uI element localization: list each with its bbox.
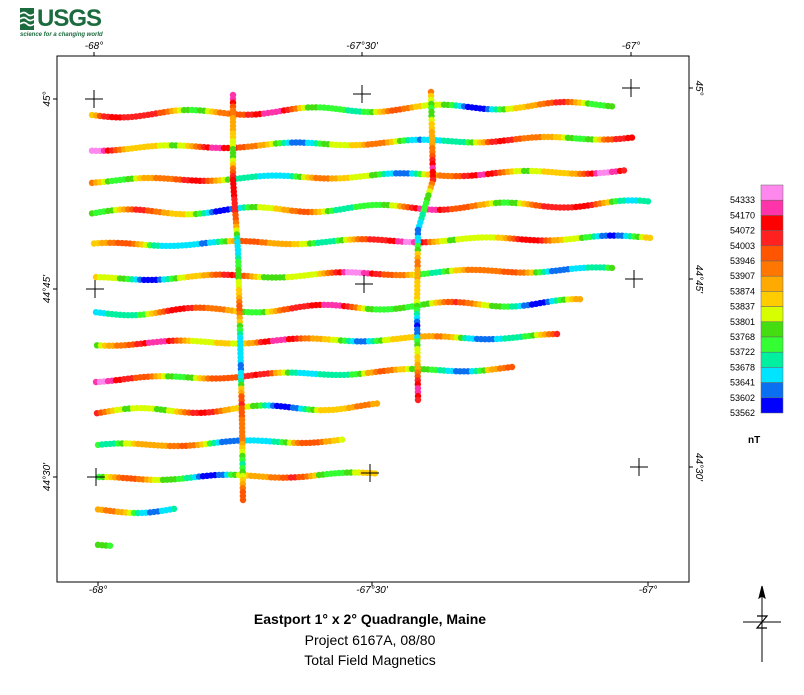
graticule-crosses (85, 79, 648, 486)
flight-line-point (620, 167, 628, 174)
usgs-tagline: science for a changing world (20, 32, 103, 38)
map-frame (56, 55, 690, 583)
legend-swatch (760, 260, 784, 277)
flight-line-point (608, 264, 616, 272)
flight-line-point (576, 296, 584, 303)
lon-label-bottom-6730: -67°30' (356, 585, 389, 596)
flight-line-point (644, 198, 652, 205)
legend-value: 53768 (730, 332, 755, 342)
legend-swatch (760, 184, 784, 201)
lat-label-right-4445: 44°45' (693, 265, 704, 294)
legend-swatch (760, 199, 784, 216)
map-subtitle-project: Project 6167A, 08/80 (304, 632, 436, 648)
legend-swatch (760, 291, 784, 307)
graticule-cross (625, 270, 643, 288)
graticule-cross (353, 85, 371, 103)
lat-label-right-45: 45° (693, 80, 704, 95)
lat-label-right-4430: 44°30' (693, 453, 704, 482)
legend-value: 53722 (730, 347, 755, 357)
lon-label-top-6730: -67°30' (346, 41, 379, 52)
legend-swatch (760, 367, 784, 383)
legend-swatch (760, 397, 784, 414)
legend-value: 53874 (730, 286, 755, 296)
legend-value: 53562 (730, 408, 755, 418)
lon-label-top-68: -68° (85, 41, 103, 52)
legend-swatch (760, 351, 784, 368)
legend-value: 54003 (730, 241, 755, 251)
legend-value: 53602 (730, 393, 755, 403)
legend-swatch (760, 230, 784, 247)
frame-ticks (53, 52, 693, 586)
map-titles: Eastport 1° x 2° Quadrangle, Maine Proje… (170, 608, 570, 670)
lat-label-left-45: 45° (42, 91, 53, 106)
lon-label-bottom-67: -67° (639, 585, 657, 596)
flight-line-point (373, 400, 381, 407)
legend-swatch (760, 336, 784, 353)
graticule-cross (87, 468, 105, 486)
legend-value: 53678 (730, 362, 755, 372)
north-arrow-icon (743, 585, 781, 662)
flight-line-point (553, 330, 561, 338)
lon-label-top-67: -67° (622, 41, 640, 52)
flight-line-point (646, 234, 654, 241)
flight-line-point (608, 103, 616, 110)
tie-line-point (239, 496, 247, 504)
legend-swatch (760, 382, 784, 399)
graticule-cross (361, 464, 379, 482)
legend-value: 53907 (730, 271, 755, 281)
graticule-cross (85, 90, 103, 108)
legend-swatch (760, 215, 784, 231)
legend-value: 53946 (730, 256, 755, 266)
legend-value: 53801 (730, 317, 755, 327)
flight-line-point (508, 363, 516, 371)
legend-swatch (760, 306, 784, 323)
usgs-wave-icon (20, 8, 34, 30)
legend-value: 53641 (730, 378, 755, 388)
flight-line-point (170, 505, 178, 512)
map-subtitle-type: Total Field Magnetics (304, 652, 436, 668)
legend-swatch (760, 321, 784, 338)
flight-lines (88, 88, 654, 549)
tie-line-point (414, 396, 422, 404)
lon-label-bottom-68: -68° (89, 585, 107, 596)
graticule-cross (355, 275, 373, 293)
lat-label-left-4430: 44°30' (42, 462, 53, 491)
flight-line-point (338, 436, 346, 443)
legend-value: 54333 (730, 195, 755, 205)
lat-label-left-4445: 44°45' (42, 274, 53, 303)
graticule-cross (622, 79, 640, 97)
map-title: Eastport 1° x 2° Quadrangle, Maine (253, 611, 487, 627)
graticule-cross (86, 280, 104, 298)
legend-value: 54170 (730, 210, 755, 220)
graticule-cross (630, 458, 648, 476)
legend-unit: nT (748, 435, 760, 446)
legend-swatch (760, 245, 784, 262)
flight-line-point (106, 542, 114, 549)
flight-line-point (628, 134, 636, 141)
legend-swatch (760, 275, 784, 292)
usgs-logo: USGS science for a changing world (20, 5, 110, 38)
color-legend: 54333 54170 54072 54003 53946 53907 53874 53837… (730, 184, 784, 446)
legend-value: 53837 (730, 302, 755, 312)
usgs-logo-text: USGS (37, 5, 102, 32)
legend-value: 54072 (730, 226, 755, 236)
